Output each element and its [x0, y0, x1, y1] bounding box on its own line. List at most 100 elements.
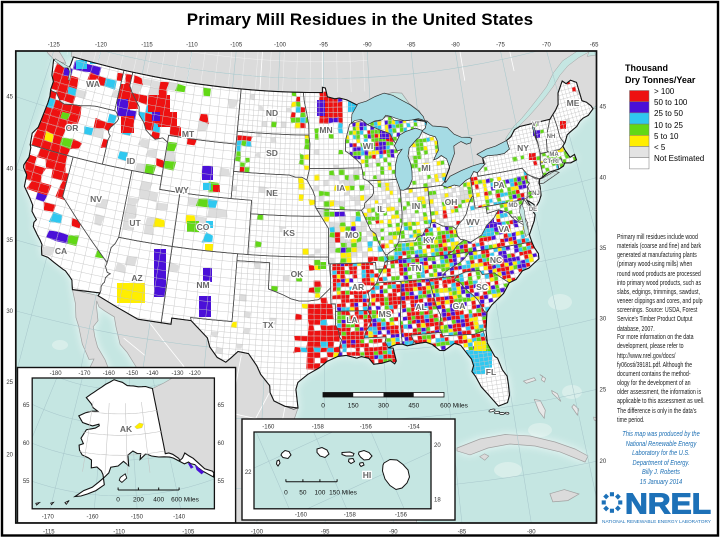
svg-text:-85: -85: [407, 43, 416, 49]
svg-text:IA: IA: [337, 183, 346, 193]
svg-text:WY: WY: [175, 185, 189, 195]
svg-text:DE: DE: [529, 207, 537, 213]
svg-text:55: 55: [218, 479, 225, 485]
svg-text:MO: MO: [345, 230, 359, 240]
svg-text:-85: -85: [458, 530, 467, 536]
svg-text:0: 0: [321, 403, 325, 410]
svg-text:MI: MI: [421, 163, 430, 173]
svg-text:-75: -75: [496, 43, 505, 49]
svg-text:CO: CO: [197, 222, 210, 232]
svg-text:65: 65: [23, 403, 30, 409]
svg-text:MD: MD: [508, 203, 518, 209]
svg-text:AK: AK: [120, 424, 133, 434]
svg-text:0: 0: [116, 497, 120, 504]
svg-text:GA: GA: [453, 301, 466, 311]
svg-text:FL: FL: [486, 367, 496, 377]
svg-text:-180: -180: [50, 371, 63, 377]
svg-text:-100: -100: [251, 530, 264, 536]
svg-text:-105: -105: [230, 43, 243, 49]
svg-text:-105: -105: [182, 530, 195, 536]
svg-text:25: 25: [600, 388, 607, 394]
svg-text:NE: NE: [266, 188, 278, 198]
svg-text:VT: VT: [532, 122, 540, 128]
svg-text:-95: -95: [321, 530, 330, 536]
svg-text:30: 30: [600, 317, 607, 323]
svg-text:-158: -158: [312, 425, 325, 431]
svg-text:-120: -120: [189, 371, 202, 377]
svg-text:NH: NH: [547, 134, 556, 140]
svg-text:-154: -154: [408, 425, 421, 431]
svg-text:-160: -160: [295, 513, 308, 519]
svg-text:PA: PA: [493, 180, 504, 190]
svg-text:NM: NM: [196, 280, 209, 290]
svg-text:WV: WV: [466, 217, 480, 227]
svg-text:NC: NC: [490, 255, 502, 265]
svg-text:20: 20: [6, 452, 13, 458]
svg-text:MT: MT: [182, 129, 195, 139]
svg-text:AL: AL: [415, 302, 426, 312]
svg-text:20: 20: [434, 443, 441, 449]
svg-text:NJ: NJ: [532, 191, 540, 197]
svg-text:-100: -100: [274, 43, 287, 49]
svg-text:-65: -65: [590, 43, 599, 49]
svg-text:400: 400: [153, 497, 164, 504]
svg-text:-140: -140: [146, 371, 159, 377]
svg-text:-150: -150: [126, 371, 139, 377]
svg-text:55: 55: [23, 479, 30, 485]
svg-text:35: 35: [6, 238, 13, 244]
svg-text:25: 25: [6, 380, 13, 386]
svg-text:100: 100: [314, 489, 325, 496]
svg-text:HI: HI: [363, 470, 372, 480]
svg-text:0: 0: [284, 489, 288, 496]
svg-text:KS: KS: [283, 228, 295, 238]
svg-text:KY: KY: [423, 235, 435, 245]
svg-text:22: 22: [245, 470, 252, 476]
svg-text:200: 200: [133, 497, 144, 504]
svg-text:-90: -90: [389, 530, 398, 536]
svg-text:AZ: AZ: [131, 273, 142, 283]
svg-text:MA: MA: [549, 152, 559, 158]
svg-text:-140: -140: [173, 515, 186, 521]
svg-text:WA: WA: [86, 79, 100, 89]
svg-text:NV: NV: [90, 194, 102, 204]
svg-text:TX: TX: [263, 320, 274, 330]
svg-text:600 Miles: 600 Miles: [440, 403, 469, 410]
svg-text:40: 40: [600, 176, 607, 182]
svg-text:NATIONAL RENEWABLE ENERGY LABO: NATIONAL RENEWABLE ENERGY LABORATORY: [602, 519, 711, 524]
svg-text:CA: CA: [55, 246, 67, 256]
svg-text:NREL: NREL: [625, 490, 711, 521]
svg-text:-170: -170: [42, 515, 55, 521]
svg-text:CT RI: CT RI: [543, 159, 559, 165]
svg-text:-115: -115: [43, 530, 55, 536]
svg-text:MN: MN: [319, 125, 332, 135]
svg-text:-158: -158: [344, 513, 357, 519]
svg-text:50: 50: [299, 489, 307, 496]
svg-text:WI: WI: [363, 141, 373, 151]
svg-text:MS: MS: [379, 309, 392, 319]
svg-text:35: 35: [600, 246, 607, 252]
svg-text:IL: IL: [377, 204, 385, 214]
svg-text:-156: -156: [360, 425, 373, 431]
svg-text:SD: SD: [266, 148, 278, 158]
svg-text:600 Miles: 600 Miles: [171, 497, 200, 504]
svg-text:UT: UT: [129, 218, 141, 228]
svg-text:450: 450: [408, 403, 419, 410]
svg-text:60: 60: [23, 441, 30, 447]
svg-text:60: 60: [218, 441, 225, 447]
svg-text:-125: -125: [48, 43, 61, 49]
svg-text:150 Miles: 150 Miles: [329, 489, 358, 496]
svg-text:-170: -170: [78, 371, 91, 377]
svg-text:300: 300: [378, 403, 389, 410]
svg-text:NY: NY: [517, 143, 529, 153]
svg-text:-115: -115: [141, 43, 153, 49]
svg-text:-160: -160: [262, 425, 275, 431]
svg-text:OR: OR: [66, 123, 79, 133]
svg-text:-90: -90: [363, 43, 372, 49]
svg-text:40: 40: [6, 167, 13, 173]
svg-text:-156: -156: [395, 513, 408, 519]
svg-text:IN: IN: [412, 201, 421, 211]
svg-text:-130: -130: [171, 371, 184, 377]
svg-text:45: 45: [6, 95, 13, 101]
svg-text:ND: ND: [266, 108, 278, 118]
svg-text:-120: -120: [95, 43, 108, 49]
